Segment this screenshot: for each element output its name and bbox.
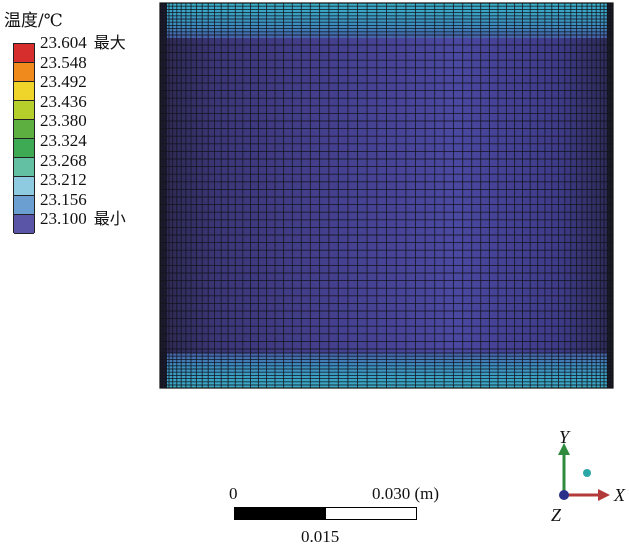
legend-entry: 23.436: [40, 91, 87, 111]
field-border: [159, 2, 614, 389]
z-axis-dot: [559, 490, 569, 500]
axis-origin-marker: [583, 469, 591, 477]
legend-swatch: [14, 101, 34, 120]
legend-value: 23.156: [40, 189, 87, 209]
axis-triad: [558, 443, 610, 501]
legend-value: 23.380: [40, 111, 87, 131]
legend-value: 23.268: [40, 150, 87, 170]
legend-entry: 23.324: [40, 132, 87, 150]
legend-swatch: [14, 177, 34, 196]
legend-entry: 23.156: [40, 189, 87, 209]
legend-entry: 23.604 最大: [40, 34, 126, 52]
x-axis-label: X: [614, 485, 625, 505]
legend-value: 23.212: [40, 170, 87, 190]
scale-label-zero: 0: [229, 484, 238, 503]
legend-value: 23.604: [40, 33, 87, 52]
legend-title: 温度/℃: [4, 11, 63, 31]
scale-label-mid: 0.015: [301, 527, 340, 546]
legend-value: 23.324: [40, 131, 87, 150]
legend-entry: 23.492: [40, 73, 87, 91]
scale-bar-black-segment: [235, 508, 326, 519]
legend-value: 23.436: [40, 91, 87, 111]
mesh-vertical-lines: [159, 3, 614, 388]
x-axis-arrowhead: [598, 489, 610, 501]
legend-entry: 23.268: [40, 150, 87, 170]
legend-color-bar: [13, 43, 35, 234]
y-axis-arrowhead: [558, 443, 570, 455]
scale-label-max: 0.030 (m): [372, 484, 440, 503]
legend-entry: 23.548: [40, 52, 87, 72]
legend-swatch: [14, 120, 34, 139]
legend-swatch: [14, 158, 34, 177]
legend-swatch: [14, 63, 34, 82]
z-axis-label: Z: [551, 505, 562, 525]
legend-entry: 23.100 最小: [40, 210, 126, 228]
legend-swatch: [14, 196, 34, 215]
legend-extreme-label: 最大: [93, 33, 126, 52]
legend-entry: 23.380: [40, 112, 87, 130]
legend-value: 23.100: [40, 209, 87, 229]
legend-extreme-label: 最小: [93, 209, 126, 229]
legend-swatch: [14, 215, 34, 234]
mesh-field: [159, 2, 614, 389]
y-axis-label: Y: [559, 427, 570, 447]
legend-value: 23.492: [40, 72, 87, 92]
legend-swatch: [14, 82, 34, 101]
legend-swatch: [14, 44, 34, 63]
legend-swatch: [14, 139, 34, 158]
legend-entry: 23.212: [40, 171, 87, 189]
scale-bar: [234, 507, 417, 520]
field-left-edge: [160, 3, 167, 388]
legend-value: 23.548: [40, 52, 87, 72]
